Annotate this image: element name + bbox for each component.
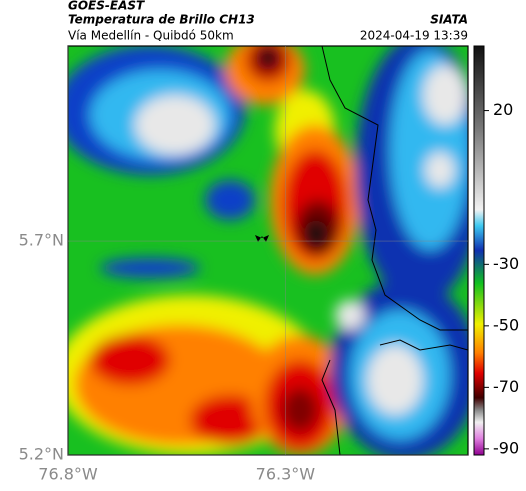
- colorbar: [473, 45, 485, 456]
- subtitle: Temperatura de Brillo CH13: [68, 13, 255, 27]
- timestamp: 2024-04-19 13:39: [360, 29, 468, 43]
- y-tick-label: 5.2°N: [19, 445, 64, 464]
- colorbar-tick-label: -30: [493, 254, 519, 273]
- colorbar-tick-label: -90: [493, 438, 519, 457]
- y-tick-label: 5.7°N: [19, 231, 64, 250]
- region: Vía Medellín - Quibdó 50km: [68, 29, 234, 43]
- colorbar-tick-label: -70: [493, 377, 519, 396]
- x-tick-label: 76.3°W: [256, 465, 316, 484]
- x-tick-label: 76.8°W: [38, 465, 98, 484]
- colorbar-tick-label: -50: [493, 315, 519, 334]
- colorbar-tick-label: 20: [493, 100, 513, 119]
- source: SIATA: [430, 13, 468, 27]
- satellite-image: [68, 46, 468, 455]
- title: GOES-EAST: [68, 0, 145, 13]
